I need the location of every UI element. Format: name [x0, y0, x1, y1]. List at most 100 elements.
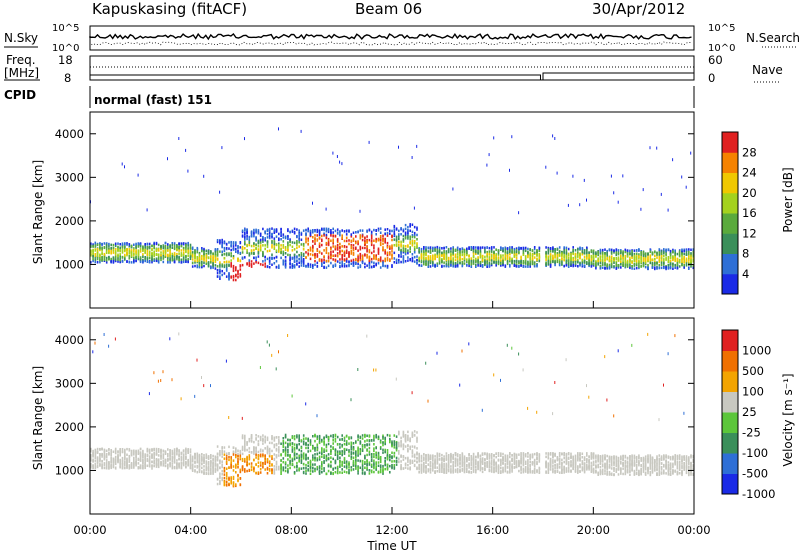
- nsky-trace: [89, 32, 692, 46]
- echo-cell: [574, 262, 577, 265]
- echo-cell: [567, 256, 570, 260]
- echo-cell: [477, 250, 479, 253]
- echo-cell: [488, 264, 491, 267]
- echo-cell: [570, 263, 572, 266]
- echo-cell: [490, 249, 493, 253]
- echo-cell: [167, 261, 169, 264]
- echo-cell: [110, 453, 112, 456]
- echo-cell: [155, 248, 158, 251]
- echo-cell: [232, 278, 235, 282]
- echo-cell: [133, 259, 135, 263]
- echo-cell: [495, 258, 497, 261]
- echo-cell: [617, 256, 620, 259]
- echo-cell: [318, 245, 321, 248]
- echo-cell: [640, 259, 642, 262]
- echo-cell: [171, 464, 174, 468]
- echo-cell: [434, 257, 436, 261]
- echo-cell: [124, 248, 126, 252]
- echo-cell: [407, 235, 409, 238]
- echo-cell: [565, 252, 568, 255]
- echo-cell: [348, 260, 350, 264]
- echo-cell: [293, 255, 296, 259]
- echo-cell: [427, 250, 430, 253]
- echo-cell: [205, 468, 208, 471]
- echo-cell: [644, 258, 647, 261]
- echo-cell: [554, 251, 556, 254]
- echo-cell: [164, 247, 167, 250]
- echo-cell: [110, 251, 112, 254]
- echo-cell: [235, 483, 237, 486]
- echo-cell: [633, 252, 636, 256]
- echo-cell: [395, 238, 398, 241]
- echo-cell: [577, 260, 579, 264]
- echo-cell: [445, 255, 448, 258]
- echo-cell: [382, 263, 384, 267]
- power-ylabel: Slant Range [km]: [31, 160, 45, 264]
- echo-cell: [377, 229, 380, 232]
- echo-cell: [511, 259, 513, 263]
- echo-cell: [327, 243, 330, 246]
- echo-cell: [230, 479, 232, 483]
- echo-cell: [615, 262, 618, 265]
- echo-cell: [533, 262, 536, 266]
- echo-cell: [182, 453, 185, 456]
- echo-cell: [386, 228, 389, 231]
- echo-cell: [268, 234, 271, 238]
- echo-cell: [216, 269, 219, 272]
- echo-cell: [558, 260, 561, 264]
- echo-cell: [296, 250, 298, 254]
- echo-cell: [278, 246, 280, 249]
- echo-cell: [266, 472, 269, 475]
- echo-cell: [121, 248, 124, 251]
- echo-cell: [137, 257, 140, 261]
- echo-cell: [239, 275, 242, 278]
- echo-cell: [617, 266, 620, 269]
- echo-cell: [191, 459, 194, 463]
- echo-cell: [232, 274, 235, 278]
- echo-cell: [266, 265, 269, 268]
- echo-cell: [533, 265, 536, 268]
- echo-cell: [103, 453, 106, 456]
- echo-cell: [341, 229, 343, 232]
- echo-cell: [246, 235, 248, 238]
- echo-cell: [520, 255, 522, 259]
- echo-cell: [221, 146, 223, 150]
- echo-cell: [280, 234, 282, 237]
- echo-cell: [105, 243, 108, 247]
- echo-cell: [570, 256, 572, 259]
- echo-cell: [232, 257, 235, 260]
- echo-cell: [139, 453, 142, 456]
- echo-cell: [137, 466, 140, 470]
- echo-cell: [357, 249, 359, 252]
- echo-cell: [201, 462, 203, 465]
- echo-cell: [309, 231, 312, 234]
- echo-cell: [509, 263, 511, 267]
- echo-cell: [148, 448, 151, 452]
- echo-cell: [90, 456, 92, 459]
- echo-cell: [651, 264, 654, 267]
- echo-cell: [615, 257, 618, 260]
- echo-cell: [216, 468, 219, 471]
- echo-cell: [128, 448, 131, 451]
- echo-cell: [583, 249, 586, 252]
- echo-cell: [187, 244, 189, 247]
- echo-cell: [509, 246, 511, 249]
- echo-cell: [189, 251, 192, 254]
- echo-cell: [126, 460, 128, 463]
- echo-cell: [352, 258, 355, 262]
- echo-cell: [312, 231, 314, 234]
- echo-cell: [330, 248, 332, 251]
- echo-cell: [259, 234, 262, 237]
- echo-cell: [386, 241, 389, 245]
- echo-cell: [144, 456, 146, 459]
- echo-cell: [384, 237, 386, 241]
- echo-cell: [235, 278, 237, 282]
- echo-cell: [321, 227, 323, 231]
- echo-cell: [182, 459, 185, 462]
- echo-cell: [250, 468, 253, 472]
- echo-cell: [660, 263, 663, 267]
- echo-cell: [513, 263, 516, 267]
- echo-cell: [108, 462, 110, 466]
- echo-cell: [101, 255, 103, 259]
- echo-cell: [246, 448, 248, 452]
